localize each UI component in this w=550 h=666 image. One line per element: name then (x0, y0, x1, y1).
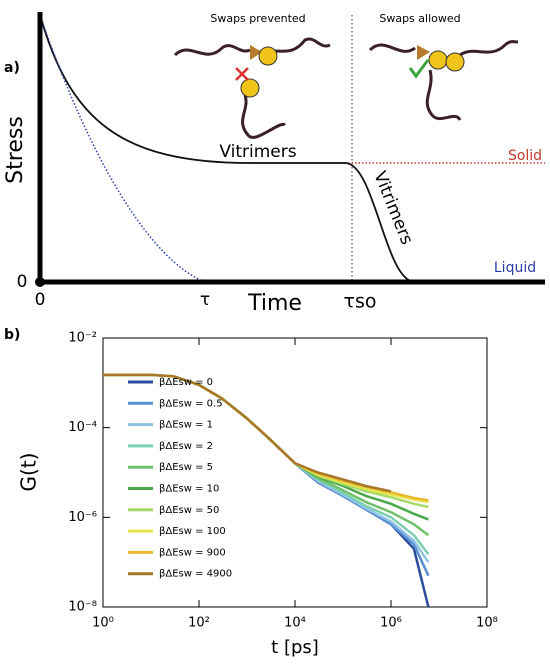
y-tick-label: 0 (17, 272, 28, 292)
legend-label: βΔEsw = 10 (159, 484, 219, 495)
annotation: Liquid (494, 260, 536, 276)
cartoon-piece (417, 45, 430, 60)
legend-label: βΔEsw = 5 (159, 462, 213, 473)
series-line (103, 373, 429, 504)
annotation: Vitrimers (369, 168, 417, 247)
liquid-curve (39, 14, 206, 283)
series-line (103, 373, 392, 493)
x-tick-label: 10² (188, 616, 210, 631)
check (408, 59, 430, 79)
y-tick-label: 10⁻⁶ (68, 510, 97, 525)
cartoon-allowed (368, 40, 519, 121)
origin (35, 277, 45, 287)
x-tick-label: 10⁸ (476, 616, 498, 631)
solid-curve (39, 14, 545, 164)
x-tick-label: 10⁶ (380, 616, 402, 631)
x-axis-label: Time (247, 291, 302, 316)
x-tick-label: τso (344, 291, 377, 313)
y-tick-label: 10⁻² (68, 331, 97, 346)
x-tick-label: 10⁴ (284, 616, 306, 631)
legend-label: βΔEsw = 4900 (159, 569, 232, 580)
cartoon-piece (258, 46, 278, 66)
cross (235, 67, 249, 81)
y-axis-label: Stress (3, 116, 28, 184)
x-axis-label: t [ps] (271, 637, 319, 658)
legend-label: βΔEsw = 900 (159, 547, 226, 558)
panel-b: b) G(t) t [ps] 10⁰ 10² 10⁴ 10⁶ 10⁸ 10⁻⁸ 10⁻⁶ 10… (4, 327, 498, 658)
y-tick-label: 10⁻⁸ (68, 600, 97, 615)
x-tick-label: τ (200, 290, 210, 310)
series-line (103, 373, 429, 502)
legend-label: βΔEsw = 50 (159, 505, 219, 516)
cartoon-piece (250, 45, 262, 60)
annotation: Swaps allowed (379, 12, 460, 25)
series-line (103, 373, 430, 577)
cartoon-piece (240, 78, 260, 98)
panel-label: a) (4, 60, 20, 76)
cartoon-piece (445, 52, 465, 72)
legend-label: βΔEsw = 2 (159, 441, 213, 452)
cartoon-piece (428, 50, 448, 70)
vitrimer-curve (39, 14, 545, 283)
annotation: Solid (508, 148, 542, 164)
legend-label: βΔEsw = 100 (159, 526, 226, 537)
annotation: Swaps prevented (210, 12, 305, 25)
panel-label: b) (4, 327, 20, 343)
x-tick-label: 10⁰ (92, 616, 114, 631)
y-axis-label: G(t) (17, 453, 41, 492)
y-tick-label: 10⁻⁴ (68, 420, 97, 435)
annotation: Vitrimers (219, 142, 296, 162)
legend-label: βΔEsw = 0.5 (159, 398, 223, 409)
x-tick-label: 0 (35, 290, 46, 310)
legend-label: βΔEsw = 0 (159, 377, 213, 388)
panel-a: a) Stress 0 0 τ τso Time Swaps prevented… (3, 12, 545, 316)
legend-label: βΔEsw = 1 (159, 420, 213, 431)
